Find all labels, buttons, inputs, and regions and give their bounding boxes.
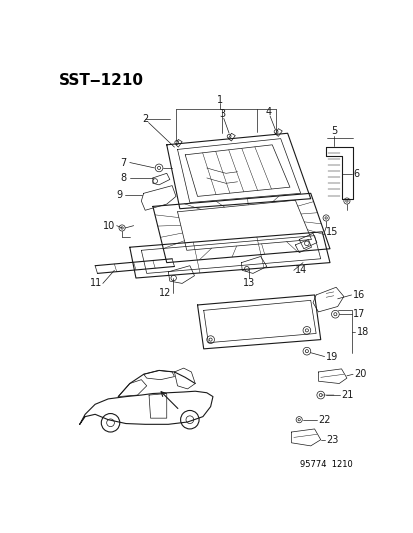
Text: 17: 17 bbox=[352, 309, 365, 319]
Circle shape bbox=[185, 416, 193, 424]
Text: 95774  1210: 95774 1210 bbox=[299, 460, 351, 469]
Text: 3: 3 bbox=[218, 109, 225, 119]
Text: 21: 21 bbox=[341, 390, 353, 400]
Text: 19: 19 bbox=[325, 352, 337, 361]
Text: 11: 11 bbox=[90, 278, 102, 288]
Text: SST‒1210: SST‒1210 bbox=[59, 74, 144, 88]
Text: 13: 13 bbox=[242, 278, 255, 288]
Circle shape bbox=[101, 414, 119, 432]
Text: 1: 1 bbox=[216, 95, 222, 105]
Text: 9: 9 bbox=[116, 190, 122, 200]
Text: 5: 5 bbox=[330, 126, 336, 136]
Text: 20: 20 bbox=[354, 369, 366, 379]
Text: 10: 10 bbox=[102, 221, 115, 231]
Text: 23: 23 bbox=[325, 435, 338, 445]
Text: 2: 2 bbox=[142, 115, 148, 124]
Text: 8: 8 bbox=[120, 173, 126, 183]
Text: 15: 15 bbox=[325, 227, 338, 237]
Circle shape bbox=[107, 419, 114, 426]
Text: 6: 6 bbox=[353, 169, 359, 179]
Text: 4: 4 bbox=[265, 107, 271, 117]
Text: 14: 14 bbox=[294, 265, 307, 276]
Text: 7: 7 bbox=[120, 158, 126, 167]
Circle shape bbox=[180, 410, 199, 429]
Text: 12: 12 bbox=[159, 288, 171, 297]
Text: 16: 16 bbox=[352, 290, 364, 300]
Text: 18: 18 bbox=[356, 327, 368, 337]
Text: 22: 22 bbox=[318, 415, 330, 425]
